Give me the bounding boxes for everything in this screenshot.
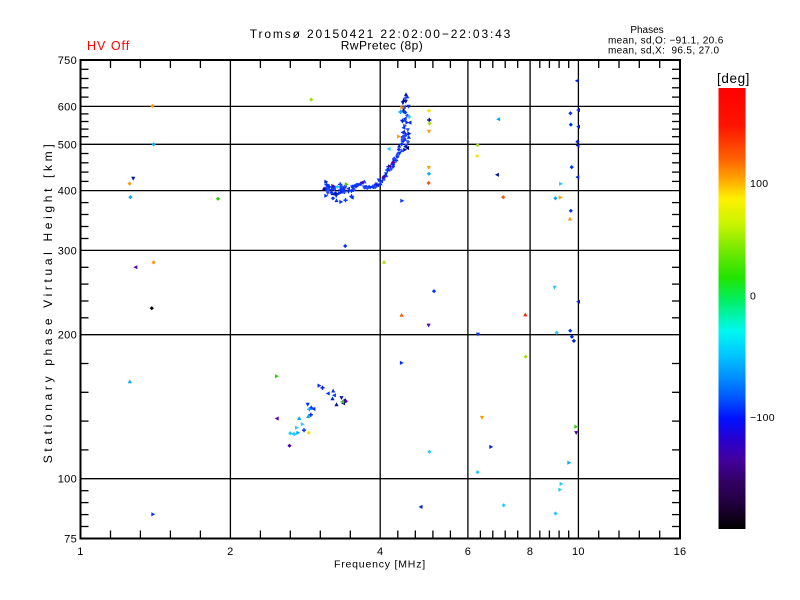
svg-text:2: 2	[227, 546, 233, 558]
svg-text:Phases: Phases	[630, 25, 663, 36]
svg-text:Stationary phase Virtual Heigh: Stationary phase Virtual Height [km]	[41, 141, 55, 464]
svg-text:RwPretec (8p): RwPretec (8p)	[341, 39, 424, 53]
svg-text:16: 16	[674, 546, 687, 558]
svg-text:100: 100	[750, 178, 768, 190]
svg-text:750: 750	[58, 55, 77, 67]
svg-text:500: 500	[58, 139, 77, 151]
svg-text:4: 4	[377, 546, 383, 558]
svg-text:300: 300	[58, 245, 77, 257]
svg-text:mean, sd,X: 96.5, 27.0: mean, sd,X: 96.5, 27.0	[608, 46, 720, 57]
svg-text:−100: −100	[750, 412, 775, 424]
svg-text:6: 6	[465, 546, 471, 558]
svg-text:400: 400	[58, 186, 77, 198]
svg-text:200: 200	[58, 330, 77, 342]
svg-text:[deg]: [deg]	[717, 71, 750, 86]
svg-text:10: 10	[572, 546, 585, 558]
svg-text:1: 1	[77, 546, 83, 558]
svg-text:mean, sd,O: −91.1, 20.6: mean, sd,O: −91.1, 20.6	[608, 36, 724, 47]
svg-text:Tromsø 20150421 22:02:00−22:03: Tromsø 20150421 22:02:00−22:03:43	[250, 27, 512, 41]
svg-text:75: 75	[64, 534, 77, 546]
svg-text:600: 600	[58, 101, 77, 113]
svg-text:100: 100	[58, 474, 77, 486]
svg-text:HV Off: HV Off	[87, 39, 130, 53]
svg-text:Frequency [MHz]: Frequency [MHz]	[334, 559, 426, 571]
svg-text:0: 0	[750, 291, 756, 303]
svg-text:8: 8	[527, 546, 533, 558]
